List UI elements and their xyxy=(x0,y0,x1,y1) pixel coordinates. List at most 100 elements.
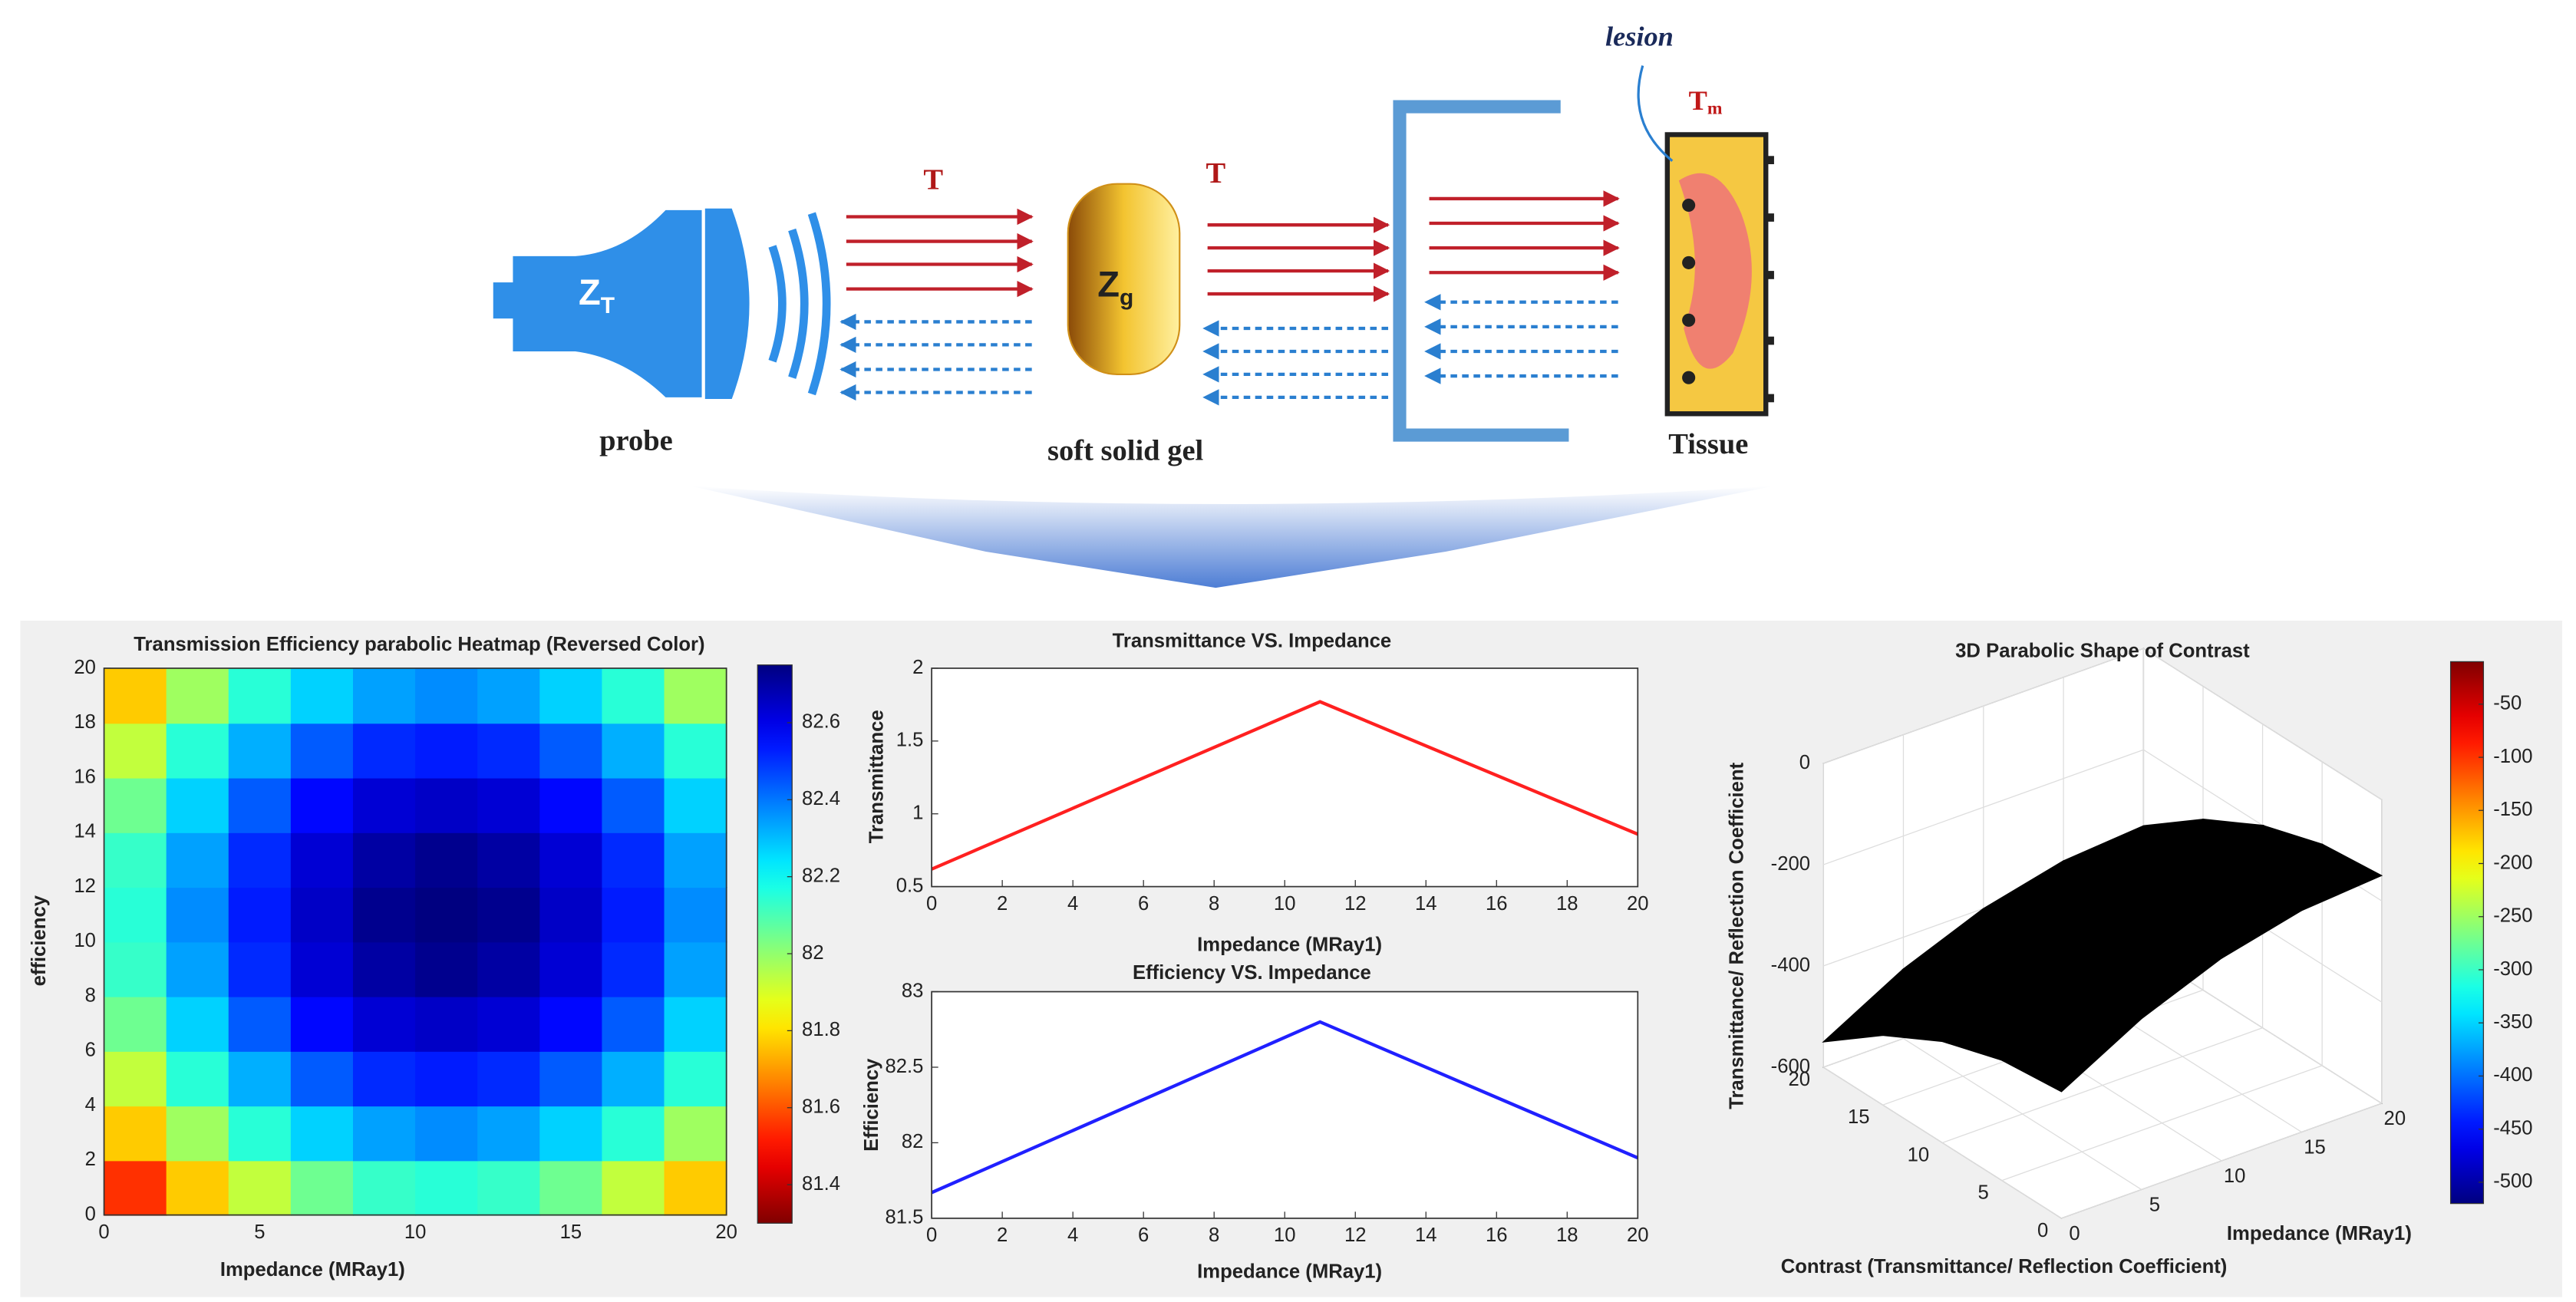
x-tick-label: 10 xyxy=(404,1221,427,1243)
y-tick-label: 0.5 xyxy=(896,875,924,896)
subscript: g xyxy=(1120,285,1133,310)
heat-cell xyxy=(352,832,417,888)
y-tick-label: 1.5 xyxy=(896,730,924,751)
x-tick-label: 12 xyxy=(1344,893,1367,915)
heat-cell xyxy=(415,777,479,833)
lesion-blob xyxy=(1678,173,1752,369)
y-tick-label: 10 xyxy=(74,930,96,951)
x-tick-label: 14 xyxy=(1415,1225,1437,1246)
heat-cell xyxy=(290,723,355,779)
heat-cell xyxy=(290,941,355,997)
heat-cell xyxy=(104,723,167,779)
x-tick-label: 0 xyxy=(2069,1223,2080,1244)
x-tick-label: 2 xyxy=(997,1225,1008,1246)
heat-cell xyxy=(104,1160,167,1216)
y-axis-label: Transmittance xyxy=(866,710,887,843)
heat-cell xyxy=(104,1106,167,1162)
grid-line xyxy=(2061,1103,2382,1219)
heat-cell xyxy=(664,887,727,943)
heat-cell xyxy=(104,1050,167,1107)
heat-cell xyxy=(477,667,541,724)
heat-cell xyxy=(415,941,479,997)
x-tick-label: 8 xyxy=(1209,893,1219,915)
heat-cell xyxy=(477,1106,541,1162)
x-tick-label: 0 xyxy=(926,893,937,915)
heat-cell xyxy=(228,996,292,1052)
x-tick-label: 18 xyxy=(1556,1225,1578,1246)
heat-cell xyxy=(539,667,603,724)
heat-cell xyxy=(104,832,167,888)
x-tick-label: 0 xyxy=(98,1221,109,1243)
heat-cell xyxy=(539,777,603,833)
heat-cell xyxy=(602,996,665,1052)
y-tick-label: 20 xyxy=(74,657,96,678)
heat-cell xyxy=(228,887,292,943)
heat-cell xyxy=(352,1106,417,1162)
heat-cell xyxy=(602,777,665,833)
x-tick-label: 12 xyxy=(1344,1225,1367,1246)
y-axis-label: efficiency xyxy=(28,895,50,986)
heat-cell xyxy=(664,723,727,779)
colorbar-tick-label: -200 xyxy=(2493,852,2532,873)
colorbar-tick-label: -500 xyxy=(2493,1171,2532,1192)
heat-cell xyxy=(104,941,167,997)
colorbar-tick-label: -50 xyxy=(2493,693,2522,714)
colorbar-tick-label: -300 xyxy=(2493,958,2532,980)
colorbar-tick-label: -350 xyxy=(2493,1011,2532,1033)
x-tick-label: 20 xyxy=(1627,893,1649,915)
heat-cell xyxy=(539,832,603,888)
lesion-label: lesion xyxy=(1605,21,1674,52)
x-axis-label: Impedance (MRay1) xyxy=(220,1259,405,1281)
x-tick-label: 6 xyxy=(1138,1225,1149,1246)
colorbar-tick-label: -100 xyxy=(2493,746,2532,767)
heat-cell xyxy=(352,777,417,833)
y-tick-label: 1 xyxy=(912,802,923,823)
forward-arrows xyxy=(846,190,1620,302)
x-tick-label: 5 xyxy=(254,1221,265,1243)
y-tick-label: 15 xyxy=(1848,1106,1870,1128)
x-axis-label: Impedance (MRay1) xyxy=(2227,1223,2412,1244)
y-tick-label: 8 xyxy=(85,984,96,1006)
x-tick-label: 10 xyxy=(2224,1165,2246,1187)
line xyxy=(931,700,1639,871)
heat-cell xyxy=(290,667,355,724)
heat-cell xyxy=(664,941,727,997)
grid-line xyxy=(1822,648,2144,764)
chart-title: Efficiency VS. Impedance xyxy=(1133,962,1371,984)
symbol: T xyxy=(1689,85,1707,116)
heat-cell xyxy=(228,777,292,833)
heat-cell xyxy=(290,832,355,888)
lesion-pointer xyxy=(1637,65,1674,162)
heat-cell xyxy=(352,1050,417,1107)
grid-line xyxy=(2143,648,2383,800)
chart-title: 3D Parabolic Shape of Contrast xyxy=(1955,640,2250,661)
heat-cell xyxy=(664,996,727,1052)
y-tick-label: 83 xyxy=(902,980,924,1001)
heat-cell xyxy=(477,777,541,833)
y-tick-label: 2 xyxy=(85,1149,96,1170)
heat-cell xyxy=(228,832,292,888)
colorbar-tick-label: 82.2 xyxy=(802,865,840,886)
chart-title: Transmittance VS. Impedance xyxy=(1113,631,1392,652)
y-axis-label: Efficiency xyxy=(861,1058,882,1152)
heat-cell xyxy=(104,996,167,1052)
probe-head xyxy=(701,205,753,403)
tissue-transmit: Tm xyxy=(1689,85,1723,119)
x-tick-label: 15 xyxy=(560,1221,582,1243)
x-tick-label: 0 xyxy=(926,1225,937,1246)
colorbar-tick-label: 82 xyxy=(802,942,824,964)
plot-frame xyxy=(931,667,1639,888)
plot-area xyxy=(932,991,1638,1218)
colorbar-tick-label: 81.6 xyxy=(802,1096,840,1118)
heat-cell xyxy=(228,723,292,779)
heat-cell xyxy=(664,1106,727,1162)
y-tick-label: 14 xyxy=(74,821,96,842)
heat-cell xyxy=(104,887,167,943)
y-tick-label: 81.5 xyxy=(885,1207,923,1228)
plot-area xyxy=(932,667,1638,887)
colorbar xyxy=(757,664,793,1224)
z-tick-label: -200 xyxy=(1771,853,1810,875)
heat-cell xyxy=(664,777,727,833)
heat-cell xyxy=(602,1050,665,1107)
colorbar-tick-label: -450 xyxy=(2493,1117,2532,1139)
